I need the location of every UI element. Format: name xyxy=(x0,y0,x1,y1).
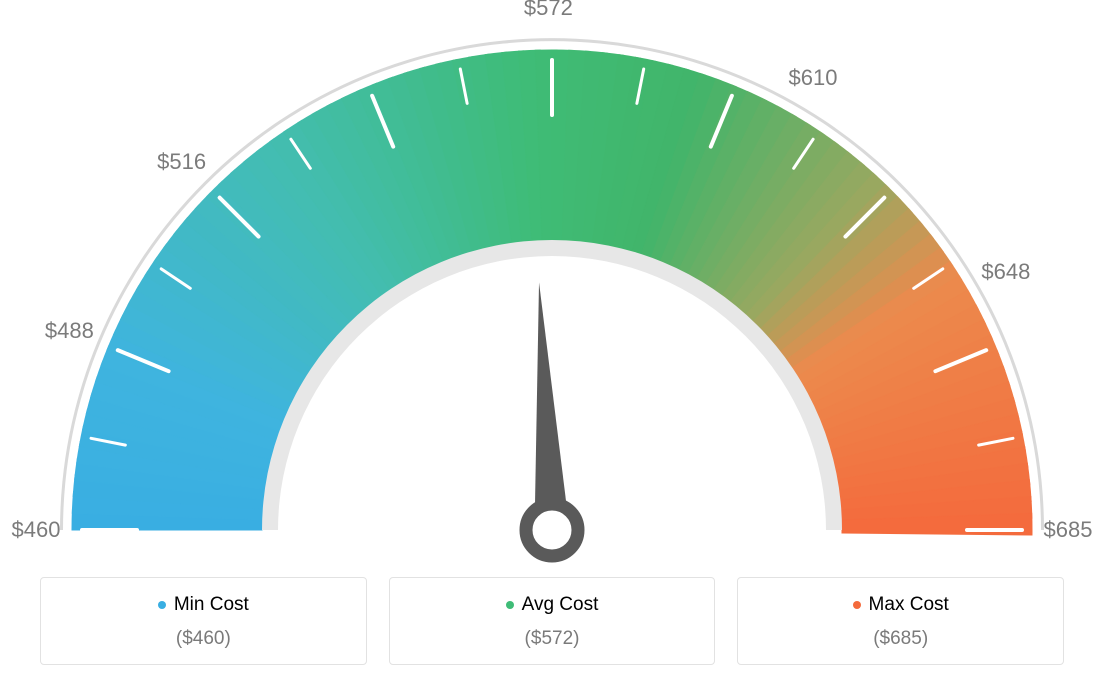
gauge-svg xyxy=(0,0,1104,570)
legend-value: ($572) xyxy=(400,628,705,650)
legend-label: Avg Cost xyxy=(522,594,599,616)
dot-icon xyxy=(853,601,861,609)
legend-card-min: Min Cost ($460) xyxy=(40,577,367,665)
chart-container: $460 $488 $516 $572 $610 $648 $685 Min Cost ($… xyxy=(0,0,1104,690)
legend-title-avg: Avg Cost xyxy=(506,594,599,616)
gauge-tick-label: $610 xyxy=(789,65,838,91)
legend-row: Min Cost ($460) Avg Cost ($572) Max Cost… xyxy=(40,577,1064,665)
legend-title-min: Min Cost xyxy=(158,594,249,616)
legend-label: Max Cost xyxy=(869,594,949,616)
legend-title-max: Max Cost xyxy=(853,594,949,616)
gauge-chart: $460 $488 $516 $572 $610 $648 $685 xyxy=(0,0,1104,570)
legend-value: ($460) xyxy=(51,628,356,650)
gauge-tick-label: $460 xyxy=(12,517,61,543)
gauge-tick-label: $648 xyxy=(981,259,1030,285)
gauge-tick-label: $685 xyxy=(1044,517,1093,543)
legend-card-max: Max Cost ($685) xyxy=(737,577,1064,665)
gauge-tick-label: $572 xyxy=(524,0,573,21)
dot-icon xyxy=(158,601,166,609)
legend-label: Min Cost xyxy=(174,594,249,616)
legend-card-avg: Avg Cost ($572) xyxy=(389,577,716,665)
dot-icon xyxy=(506,601,514,609)
gauge-tick-label: $516 xyxy=(157,149,206,175)
legend-value: ($685) xyxy=(748,628,1053,650)
gauge-tick-label: $488 xyxy=(45,318,94,344)
